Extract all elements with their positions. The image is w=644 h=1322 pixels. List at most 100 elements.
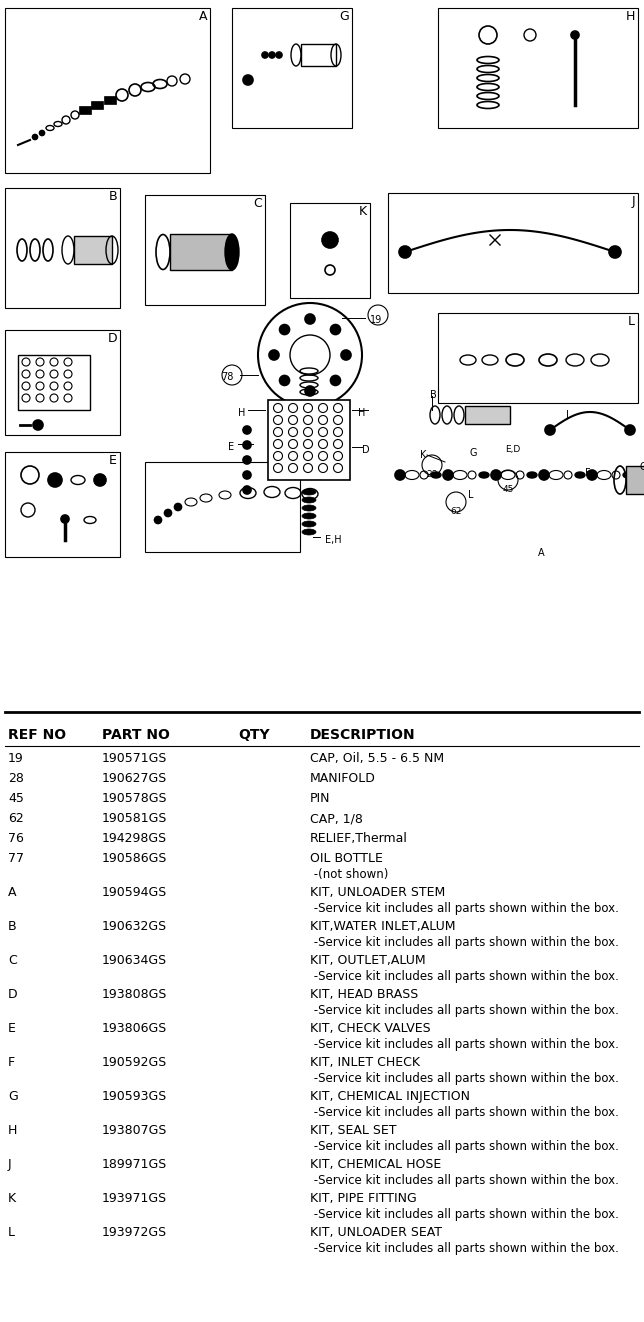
Text: 19: 19 <box>8 752 24 765</box>
Bar <box>232 8 352 128</box>
Circle shape <box>587 471 597 480</box>
Text: F: F <box>8 1056 15 1069</box>
Ellipse shape <box>302 513 316 520</box>
Circle shape <box>33 420 43 430</box>
Circle shape <box>94 475 106 486</box>
Text: -Service kit includes all parts shown within the box.: -Service kit includes all parts shown wi… <box>310 1140 619 1153</box>
Text: E,H: E,H <box>325 535 341 545</box>
Text: L: L <box>628 315 635 328</box>
Text: KIT, HEAD BRASS: KIT, HEAD BRASS <box>310 988 418 1001</box>
Bar <box>5 8 210 173</box>
Circle shape <box>279 324 290 334</box>
Circle shape <box>322 231 338 249</box>
Text: 190592GS: 190592GS <box>102 1056 167 1069</box>
Bar <box>301 44 336 66</box>
Text: -(not shown): -(not shown) <box>310 869 388 880</box>
Text: KIT, CHECK VALVES: KIT, CHECK VALVES <box>310 1022 431 1035</box>
Text: L: L <box>8 1225 15 1239</box>
Text: MANIFOLD: MANIFOLD <box>310 772 376 785</box>
Text: -Service kit includes all parts shown within the box.: -Service kit includes all parts shown wi… <box>310 1174 619 1187</box>
Text: C: C <box>253 197 262 210</box>
Text: H: H <box>358 408 365 418</box>
Text: B: B <box>108 190 117 204</box>
Text: D: D <box>108 332 117 345</box>
Text: F: F <box>585 468 591 479</box>
Ellipse shape <box>623 472 633 479</box>
Text: B: B <box>8 920 17 933</box>
Bar <box>18 356 90 410</box>
Circle shape <box>571 30 579 40</box>
Text: L: L <box>468 490 473 500</box>
Circle shape <box>276 52 282 58</box>
Text: H: H <box>238 408 245 418</box>
Text: 28: 28 <box>426 471 438 479</box>
Text: 19: 19 <box>370 315 383 325</box>
Ellipse shape <box>302 529 316 535</box>
Bar <box>79 106 91 114</box>
Text: PART NO: PART NO <box>102 728 170 742</box>
Text: 62: 62 <box>450 508 462 516</box>
Text: D: D <box>8 988 17 1001</box>
Circle shape <box>330 375 341 386</box>
Circle shape <box>61 516 69 524</box>
Text: 190627GS: 190627GS <box>102 772 167 785</box>
Text: OIL BOTTLE: OIL BOTTLE <box>310 851 383 865</box>
Circle shape <box>48 473 62 486</box>
Text: E,D: E,D <box>505 446 520 453</box>
Text: 193806GS: 193806GS <box>102 1022 167 1035</box>
Circle shape <box>395 471 405 480</box>
Text: E: E <box>109 453 117 467</box>
Text: G: G <box>470 448 477 457</box>
Text: B: B <box>430 390 437 401</box>
Text: H: H <box>625 11 635 22</box>
Bar <box>91 100 103 108</box>
Circle shape <box>305 315 315 324</box>
Text: 190586GS: 190586GS <box>102 851 167 865</box>
Text: KIT, SEAL SET: KIT, SEAL SET <box>310 1124 397 1137</box>
Ellipse shape <box>479 472 489 479</box>
Text: KIT, INLET CHECK: KIT, INLET CHECK <box>310 1056 420 1069</box>
Bar <box>388 193 638 293</box>
Circle shape <box>625 424 635 435</box>
Text: 45: 45 <box>502 485 514 494</box>
Text: 45: 45 <box>8 792 24 805</box>
Circle shape <box>399 246 411 258</box>
Circle shape <box>243 426 251 434</box>
Bar <box>465 406 510 424</box>
Circle shape <box>279 375 290 386</box>
Text: 190634GS: 190634GS <box>102 954 167 966</box>
Text: 193808GS: 193808GS <box>102 988 167 1001</box>
Text: -Service kit includes all parts shown within the box.: -Service kit includes all parts shown wi… <box>310 1038 619 1051</box>
Circle shape <box>243 442 251 449</box>
Text: K: K <box>8 1192 16 1204</box>
Text: KIT, CHEMICAL HOSE: KIT, CHEMICAL HOSE <box>310 1158 441 1171</box>
Text: 28: 28 <box>8 772 24 785</box>
Circle shape <box>243 471 251 479</box>
Text: C: C <box>8 954 17 966</box>
Circle shape <box>443 471 453 480</box>
Text: KIT, UNLOADER SEAT: KIT, UNLOADER SEAT <box>310 1225 442 1239</box>
Bar <box>74 237 112 264</box>
Text: QTY: QTY <box>238 728 270 742</box>
Bar <box>5 452 120 557</box>
Circle shape <box>609 246 621 258</box>
Text: K: K <box>359 205 367 218</box>
Circle shape <box>155 517 162 524</box>
Ellipse shape <box>225 234 239 270</box>
Text: 190632GS: 190632GS <box>102 920 167 933</box>
Text: J: J <box>631 196 635 208</box>
Text: G: G <box>339 11 349 22</box>
Circle shape <box>175 504 182 510</box>
Text: 190578GS: 190578GS <box>102 792 167 805</box>
Ellipse shape <box>575 472 585 479</box>
Text: G: G <box>8 1091 18 1103</box>
Text: RELIEF,Thermal: RELIEF,Thermal <box>310 832 408 845</box>
Text: PIN: PIN <box>310 792 330 805</box>
Circle shape <box>491 471 501 480</box>
Circle shape <box>330 324 341 334</box>
Text: C: C <box>640 461 644 472</box>
Text: 190593GS: 190593GS <box>102 1091 167 1103</box>
Bar <box>438 8 638 128</box>
Text: 189971GS: 189971GS <box>102 1158 167 1171</box>
Text: DESCRIPTION: DESCRIPTION <box>310 728 415 742</box>
